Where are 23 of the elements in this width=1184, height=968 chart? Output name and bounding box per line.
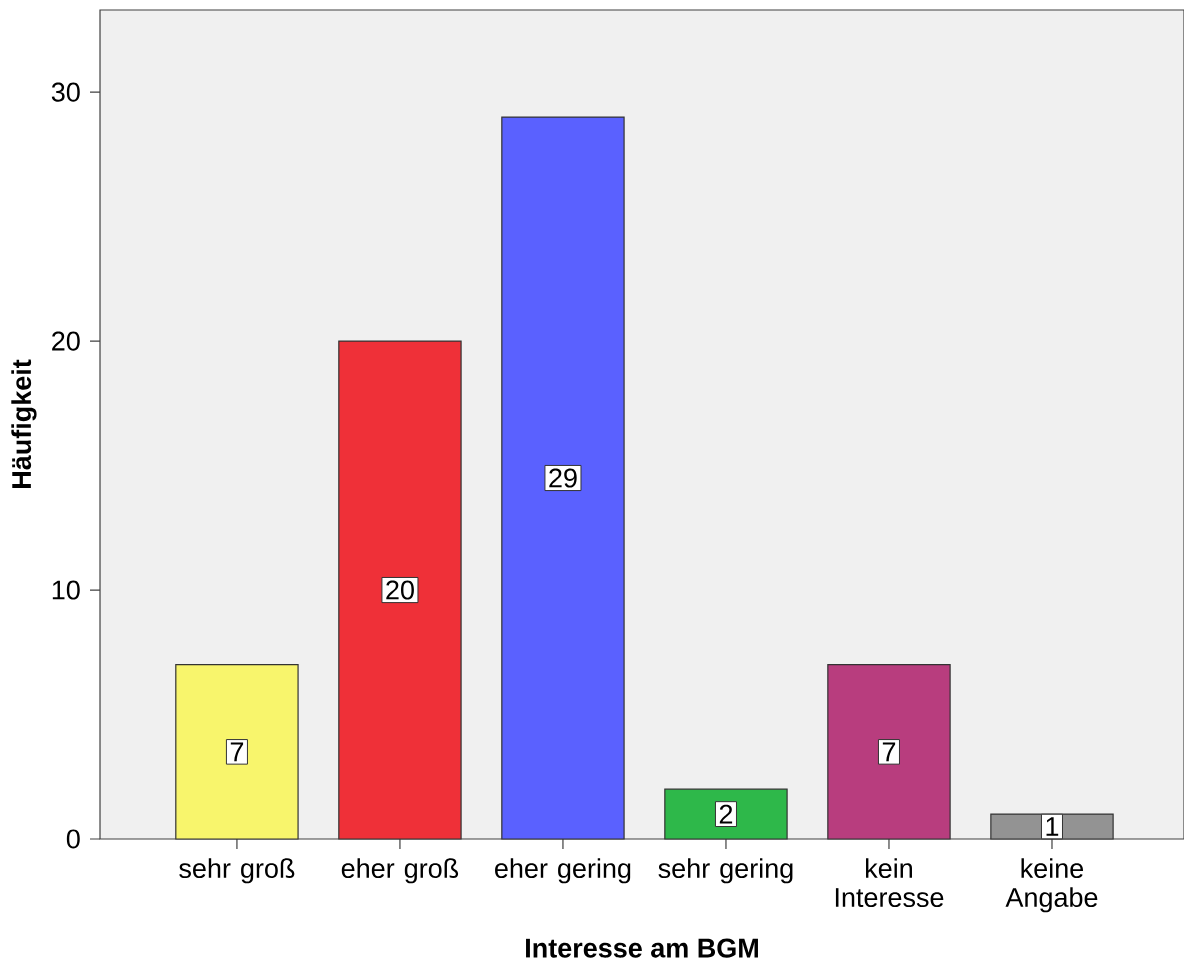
x-tick-label: keine Angabe [1005,858,1098,913]
y-tick-label: 30 [51,82,80,102]
data-label: 2 [719,804,733,824]
data-label: 7 [230,742,244,762]
y-axis-title: Häufigkeit [11,359,37,488]
data-label: 20 [386,580,414,600]
x-tick-label: kein Interesse [835,858,944,908]
bar [827,664,951,840]
bar [175,664,299,840]
bar [664,788,788,840]
y-tick-label: 20 [52,331,80,351]
y-tick-label: 10 [52,580,80,600]
x-tick-label: eher groß [341,858,459,884]
bar [501,116,625,840]
x-axis-title: Interesse am BGM [526,938,758,958]
data-label: 29 [549,468,577,488]
x-tick-label: eher gering [495,858,631,884]
data-label: 7 [882,742,896,762]
x-tick-label: sehr groß [179,858,295,884]
x-tick-label: sehr gering [658,858,793,884]
bar [338,340,462,840]
y-tick-label: 0 [66,829,80,849]
data-label: 1 [1046,817,1059,836]
